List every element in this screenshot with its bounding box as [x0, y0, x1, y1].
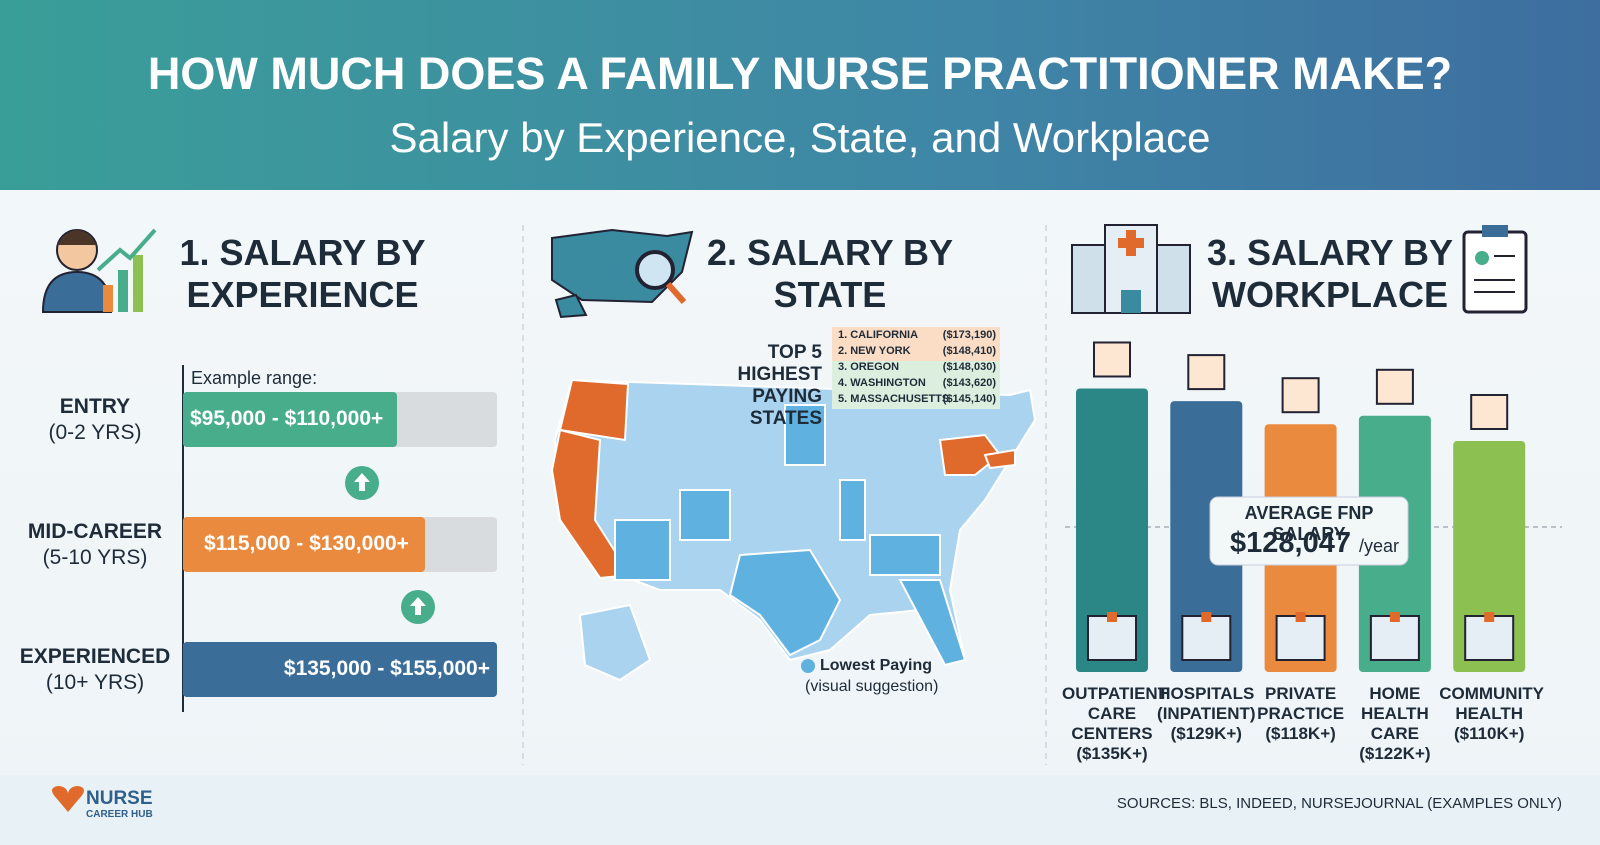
logo: NURSE: [86, 788, 153, 809]
bar-icon: [1181, 615, 1232, 661]
us-map: [550, 378, 1037, 682]
state-name: 5. MASSACHUSETTS: [838, 393, 950, 405]
bar-icon: [1107, 612, 1117, 622]
section-heading: 3. SALARY BY WORKPLACE: [1206, 232, 1454, 315]
state-salary: ($148,030): [942, 361, 996, 373]
legend: Lowest Paying: [820, 657, 933, 674]
header: [0, 0, 1600, 190]
title: HOW MUCH DOES A FAMILY NURSE PRACTITIONE…: [147, 48, 1453, 99]
state-name: 4. WASHINGTON: [838, 377, 926, 389]
range-label: $135,000 - $155,000+: [283, 657, 490, 680]
bar-label: ($129K+): [1170, 724, 1242, 743]
bar-icon: [1369, 615, 1420, 661]
table-bg: [832, 327, 1000, 361]
level-label: ENTRY: [59, 395, 131, 418]
us-icon: [551, 228, 694, 319]
section-heading: 2. SALARY BY STATE: [706, 232, 954, 315]
bar: [1076, 388, 1148, 672]
bar-name: COMMUNITY HEALTH: [1439, 684, 1545, 723]
bar-icon: [1087, 615, 1137, 661]
range-bar: [183, 642, 497, 697]
level-label: MID-CAREER: [27, 520, 163, 543]
bar-icon: [1093, 341, 1131, 378]
sources: SOURCES: BLS, INDEED, NURSEJOURNAL (EXAM…: [1116, 795, 1562, 812]
state-name: 3. OREGON: [838, 361, 900, 373]
state-name: 1. CALIFORNIA: [838, 329, 919, 341]
level-years: (10+ YRS): [45, 671, 145, 694]
range-label: $115,000 - $130,000+: [204, 532, 409, 555]
range-bar: [183, 517, 425, 572]
person-icon: [41, 228, 157, 313]
level-label: EXPERIENCED: [19, 645, 171, 668]
average-unit: /year: [1359, 536, 1400, 556]
range-bar: [183, 392, 397, 447]
legend-note: (visual suggestion): [805, 678, 939, 695]
bar-icon: [1470, 394, 1509, 430]
bar-name: HOSPITALS (INPATIENT): [1157, 684, 1256, 723]
clipboard-icon: [1462, 225, 1528, 314]
legend-dot: [801, 659, 815, 673]
state-salary: ($173,190): [942, 329, 996, 341]
bar-icon: [1201, 612, 1212, 622]
average: $128,047 /year: [1230, 527, 1399, 560]
state-salary: ($145,140): [942, 393, 996, 405]
state-salary: ($143,620): [942, 377, 996, 389]
bar: [1170, 401, 1243, 672]
level-years: (5-10 YRS): [42, 546, 148, 569]
average-box: [1209, 496, 1409, 566]
bar-icon: [1187, 354, 1226, 391]
bar-icon: [1389, 612, 1400, 622]
hospital-icon: [1071, 224, 1191, 314]
state-salary: ($148,410): [942, 345, 996, 357]
range-label: $95,000 - $110,000+: [190, 407, 384, 430]
subtitle: Salary by Experience, State, and Workpla…: [389, 114, 1211, 161]
bar: [1453, 441, 1526, 672]
note: Example range:: [191, 368, 318, 388]
bar-label: ($110K+): [1453, 724, 1525, 743]
bar-icon: [1275, 615, 1326, 661]
footer: [0, 775, 1600, 845]
bar-name: HOME HEALTH CARE: [1361, 684, 1429, 743]
bar-name: OUTPATIENT CARE CENTERS: [1062, 684, 1169, 743]
top-title: TOP 5 HIGHEST PAYING STATES: [737, 342, 822, 429]
level-years: (0-2 YRS): [48, 421, 142, 444]
bar-label: ($135K+): [1076, 744, 1148, 763]
state-name: 2. NEW YORK: [838, 345, 911, 357]
bar-icon: [1484, 612, 1495, 622]
logo-sub: CAREER HUB: [86, 809, 153, 820]
bar-icon: [1295, 612, 1306, 622]
bar-label: ($118K+): [1265, 724, 1336, 743]
bar-name: PRIVATE PRACTICE: [1257, 684, 1345, 723]
logo-icon: [52, 786, 84, 812]
average-title: AVERAGE FNP SALARY: [1244, 503, 1374, 544]
section-heading: 1. SALARY BY EXPERIENCE: [179, 232, 426, 315]
table-bg: [832, 361, 1000, 409]
bar-icon: [1281, 377, 1320, 414]
bar-icon: [1375, 368, 1414, 405]
bar-label: ($122K+): [1359, 744, 1431, 763]
bar-icon: [1464, 615, 1515, 661]
average-value: $128,047: [1230, 527, 1351, 559]
